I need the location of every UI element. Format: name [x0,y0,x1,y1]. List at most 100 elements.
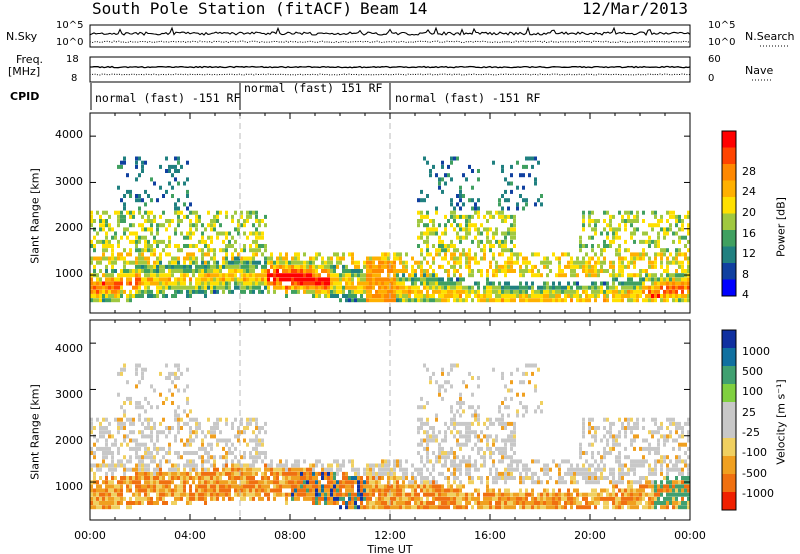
velocity-cell [435,380,438,385]
velocity-cell [309,488,312,493]
power-cell [540,194,543,198]
power-cell [459,227,462,232]
velocity-cell [447,480,450,485]
power-cell [435,289,438,294]
velocity-cell [612,480,615,485]
velocity-cell [453,434,456,439]
velocity-cell [327,492,330,497]
power-cell [456,156,459,161]
velocity-cell [666,488,669,493]
velocity-cell [102,430,105,435]
power-cell [240,273,243,278]
velocity-cell [201,455,204,460]
power-cell [210,273,213,278]
power-cell [561,289,564,294]
velocity-cell [141,467,144,472]
velocity-cell [675,421,678,426]
power-cell [231,289,234,294]
velocity-cell [648,484,651,489]
power-cell [138,206,141,211]
nave-tick-high: 60 [708,54,721,65]
power-cell [453,210,456,215]
velocity-cell [198,484,201,489]
velocity-cell [369,488,372,493]
power-cell [654,256,657,261]
power-cell [114,294,117,298]
power-cell [396,256,399,261]
power-cell [321,256,324,261]
power-cell [663,227,666,232]
power-cell [213,269,216,273]
power-cell [333,294,336,298]
power-cell [213,223,216,228]
velocity-cell [393,476,396,480]
velocity-cell [672,421,675,426]
velocity-cell [324,501,327,505]
velocity-cell [375,484,378,489]
velocity-cell [153,501,156,505]
velocity-cell [135,488,138,493]
power-cell [312,285,315,290]
velocity-cell [501,371,504,376]
velocity-cell [273,471,276,476]
velocity-cell [516,496,519,501]
velocity-cell [240,480,243,485]
power-cell [687,239,690,244]
velocity-cell [567,488,570,493]
power-cell [252,248,255,253]
velocity-cell [474,467,477,472]
velocity-cell [381,463,384,468]
velocity-cell [585,492,588,497]
velocity-cell [234,467,237,472]
velocity-cell [477,505,480,510]
velocity-cell [648,501,651,505]
power-cell [336,264,339,269]
velocity-cell [597,451,600,455]
power-cell [132,239,135,244]
power-cell [252,239,255,244]
velocity-cell [393,467,396,472]
power-cell [189,235,192,240]
velocity-cell [108,446,111,451]
velocity-cell [180,426,183,430]
power-cell [336,281,339,286]
velocity-cell [219,488,222,493]
velocity-cell [534,409,537,414]
velocity-cell [375,488,378,493]
velocity-cell [402,488,405,493]
power-cell [684,294,687,298]
velocity-cell [417,471,420,476]
velocity-cell [444,496,447,501]
velocity-cell [447,371,450,376]
velocity-cell [288,467,291,472]
velocity-cell [189,434,192,439]
power-cell [372,281,375,286]
velocity-cell [312,488,315,493]
velocity-cell [579,455,582,460]
power-cell [207,277,210,282]
velocity-cell [222,438,225,443]
power-cell [210,223,213,228]
velocity-cell [558,463,561,468]
power-cell [135,248,138,253]
power-cell [645,285,648,290]
power-cell [498,244,501,248]
velocity-cell [666,476,669,480]
power-cell [585,289,588,294]
velocity-cell [660,492,663,497]
velocity-cell [582,505,585,510]
velocity-cell [219,476,222,480]
velocity-cell [225,467,228,472]
power-cell [174,177,177,182]
velocity-cell [438,471,441,476]
velocity-cell [390,501,393,505]
velocity-cell [234,471,237,476]
power-cell [495,264,498,269]
power-cell [135,198,138,203]
power-cell [291,273,294,278]
velocity-cell [579,492,582,497]
power-cell [444,231,447,236]
power-cell [228,281,231,286]
power-cell [666,294,669,298]
velocity-cell [435,413,438,418]
